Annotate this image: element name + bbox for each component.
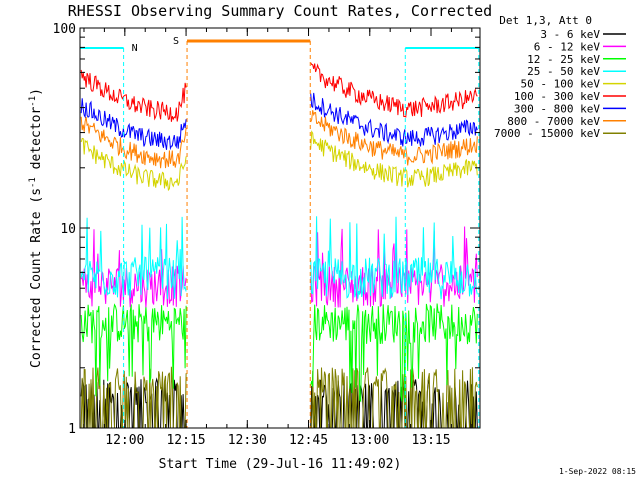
series-line-7000-15000-kev-part2 <box>310 367 478 429</box>
legend-label-800-7000-kev: 800 - 7000 keV <box>507 115 600 128</box>
series-line-300-800-kev-part1 <box>80 98 187 151</box>
y-tick-label: 10 <box>60 222 76 237</box>
series-line-25-50-kev-part1 <box>80 216 187 300</box>
series-line-100-300-kev-part2 <box>310 62 478 118</box>
series-line-6-12-kev-part2 <box>310 226 478 308</box>
x-tick-label: 12:30 <box>228 433 267 448</box>
chart-title: RHESSI Observing Summary Count Rates, Co… <box>68 2 492 20</box>
series-line-50-100-kev-part1 <box>80 137 187 192</box>
footer-date: 1-Sep-2022 08:15 <box>559 467 636 476</box>
saa-label: S <box>173 36 179 47</box>
series-line-12-25-kev-part1 <box>80 303 187 397</box>
series-line-800-7000-kev-part1 <box>80 116 187 169</box>
legend-header: Det 1,3, Att 0 <box>499 14 592 27</box>
x-tick-label: 12:15 <box>166 433 205 448</box>
legend-label-6-12-kev: 6 - 12 keV <box>534 40 601 53</box>
x-tick-label: 12:00 <box>105 433 144 448</box>
y-axis-label: Corrected Count Rate (s-1 detector-1) <box>28 88 44 368</box>
series-line-12-25-kev-part2 <box>310 303 478 404</box>
x-axis-label: Start Time (29-Jul-16 11:49:02) <box>159 457 402 472</box>
x-tick-label: 13:15 <box>411 433 450 448</box>
y-tick-label: 1 <box>68 422 76 437</box>
legend-label-50-100-kev: 50 - 100 keV <box>521 78 601 91</box>
series-line-50-100-kev-part2 <box>310 130 478 188</box>
x-tick-label: 12:45 <box>289 433 328 448</box>
axes-group: 1 10 100 12:00 12:15 12:30 12:45 13:00 13:15 <box>53 22 480 448</box>
annotations-group: NS <box>80 36 480 428</box>
night-label: N <box>132 43 138 54</box>
legend-label-12-25-kev: 12 - 25 keV <box>527 53 600 66</box>
series-line-800-7000-kev-part2 <box>310 110 478 166</box>
legend-label-7000-15000-kev: 7000 - 15000 keV <box>494 127 600 140</box>
legend-label-25-50-kev: 25 - 50 keV <box>527 65 600 78</box>
series-line-100-300-kev-part1 <box>80 69 187 122</box>
y-tick-label: 100 <box>53 22 76 37</box>
series-group <box>80 62 478 429</box>
x-tick-label: 13:00 <box>350 433 389 448</box>
legend-label-3-6-kev: 3 - 6 keV <box>540 28 600 41</box>
series-line-25-50-kev-part2 <box>310 216 478 300</box>
legend-label-100-300-kev: 100 - 300 keV <box>514 90 600 103</box>
series-line-300-800-kev-part2 <box>310 92 478 147</box>
legend-label-300-800-kev: 300 - 800 keV <box>514 102 600 115</box>
